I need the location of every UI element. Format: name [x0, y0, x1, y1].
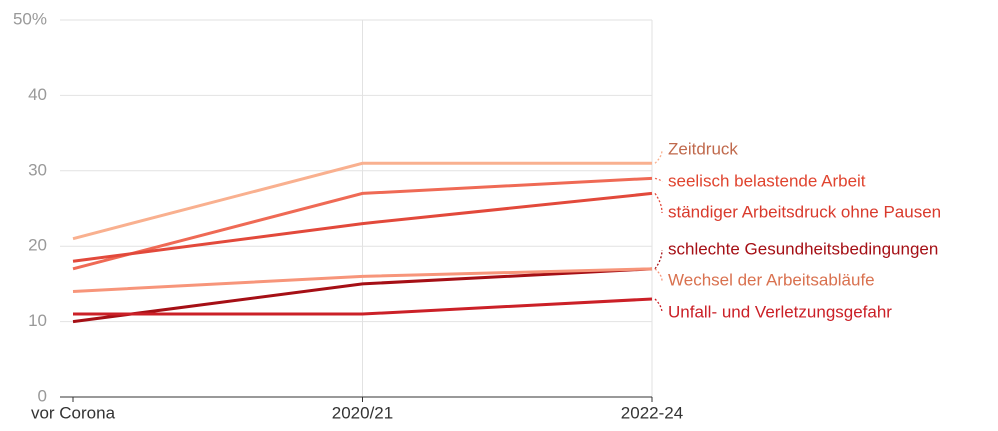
series-label: schlechte Gesundheitsbedingungen — [668, 239, 938, 258]
series-line — [72, 191, 653, 263]
series-label: Wechsel der Arbeitsabläufe — [668, 270, 875, 289]
label-leader — [654, 177, 663, 183]
label-leader — [654, 249, 663, 270]
series-label: seelisch belastende Arbeit — [668, 171, 866, 190]
y-tick-label: 10 — [28, 311, 47, 330]
label-leader — [654, 149, 663, 164]
y-tick-label: 40 — [28, 85, 47, 104]
y-tick-label: 30 — [28, 160, 47, 179]
series-line — [72, 267, 653, 293]
label-leader — [654, 268, 663, 282]
series-line — [72, 176, 653, 271]
y-tick-label: 50% — [13, 9, 47, 28]
y-tick-label: 0 — [38, 386, 47, 405]
series-label: Unfall- und Verletzungsgefahr — [668, 302, 892, 321]
label-leader — [654, 193, 663, 214]
label-leader — [654, 298, 663, 314]
series-line — [72, 267, 653, 324]
x-tick-label: 2020/21 — [332, 403, 393, 422]
y-tick-label: 20 — [28, 236, 47, 255]
series-line — [73, 297, 653, 316]
series-label: ständiger Arbeitsdruck ohne Pausen — [668, 202, 941, 221]
series-label: Zeitdruck — [668, 139, 738, 158]
series-line — [72, 161, 652, 241]
x-tick-label: 2022-24 — [621, 403, 683, 422]
x-tick-label: vor Corona — [31, 403, 116, 422]
